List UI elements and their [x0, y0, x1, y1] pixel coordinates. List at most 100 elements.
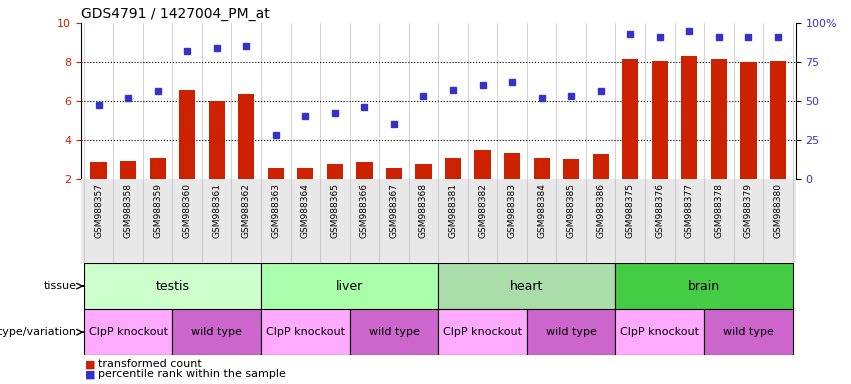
- Bar: [173, 309, 261, 355]
- Text: GSM988366: GSM988366: [360, 183, 369, 238]
- Bar: [113, 179, 143, 263]
- Bar: [90, 162, 106, 179]
- Bar: [179, 90, 196, 179]
- Text: wild type: wild type: [545, 327, 597, 337]
- Text: GSM988364: GSM988364: [301, 183, 310, 238]
- Text: ■: ■: [85, 359, 95, 369]
- Bar: [327, 164, 343, 179]
- Bar: [763, 179, 793, 263]
- Text: ClpP knockout: ClpP knockout: [620, 327, 700, 337]
- Text: GSM988386: GSM988386: [597, 183, 605, 238]
- Bar: [320, 179, 350, 263]
- Bar: [468, 179, 497, 263]
- Text: GDS4791 / 1427004_PM_at: GDS4791 / 1427004_PM_at: [81, 7, 270, 21]
- Bar: [615, 309, 704, 355]
- Text: GSM988383: GSM988383: [507, 183, 517, 238]
- Bar: [711, 59, 727, 179]
- Bar: [208, 101, 225, 179]
- Text: GSM988365: GSM988365: [330, 183, 340, 238]
- Bar: [143, 179, 173, 263]
- Text: GSM988376: GSM988376: [655, 183, 665, 238]
- Bar: [534, 158, 550, 179]
- Bar: [380, 179, 408, 263]
- Bar: [268, 168, 284, 179]
- Text: GSM988359: GSM988359: [153, 183, 163, 238]
- Bar: [290, 179, 320, 263]
- Bar: [563, 159, 580, 179]
- Text: GSM988357: GSM988357: [94, 183, 103, 238]
- Bar: [734, 179, 763, 263]
- Bar: [704, 179, 734, 263]
- Bar: [350, 179, 380, 263]
- Text: GSM988375: GSM988375: [625, 183, 635, 238]
- Bar: [475, 151, 491, 179]
- Text: GSM988377: GSM988377: [685, 183, 694, 238]
- Bar: [231, 179, 261, 263]
- Bar: [586, 179, 615, 263]
- Text: transformed count: transformed count: [98, 359, 202, 369]
- Text: ClpP knockout: ClpP knockout: [266, 327, 345, 337]
- Text: GSM988361: GSM988361: [212, 183, 221, 238]
- Bar: [527, 179, 557, 263]
- Bar: [238, 94, 254, 179]
- Text: ClpP knockout: ClpP knockout: [89, 327, 168, 337]
- Text: wild type: wild type: [723, 327, 774, 337]
- Text: ■: ■: [85, 369, 95, 379]
- Bar: [445, 158, 461, 179]
- Text: testis: testis: [156, 280, 190, 293]
- Text: GSM988385: GSM988385: [567, 183, 575, 238]
- Text: GSM988380: GSM988380: [774, 183, 782, 238]
- Bar: [622, 59, 638, 179]
- Bar: [261, 309, 350, 355]
- Bar: [592, 154, 608, 179]
- Bar: [173, 179, 202, 263]
- Text: wild type: wild type: [368, 327, 420, 337]
- Bar: [386, 168, 402, 179]
- Bar: [83, 309, 173, 355]
- Bar: [350, 309, 438, 355]
- Text: GSM988382: GSM988382: [478, 183, 487, 238]
- Bar: [408, 179, 438, 263]
- Text: liver: liver: [336, 280, 363, 293]
- Bar: [615, 263, 793, 309]
- Text: genotype/variation: genotype/variation: [0, 327, 77, 337]
- Text: GSM988384: GSM988384: [537, 183, 546, 238]
- Text: GSM988378: GSM988378: [714, 183, 723, 238]
- Text: wild type: wild type: [191, 327, 243, 337]
- Bar: [120, 161, 136, 179]
- Bar: [497, 179, 527, 263]
- Bar: [504, 153, 520, 179]
- Bar: [681, 56, 698, 179]
- Bar: [652, 61, 668, 179]
- Bar: [438, 309, 527, 355]
- Bar: [645, 179, 675, 263]
- Bar: [357, 162, 373, 179]
- Text: ClpP knockout: ClpP knockout: [443, 327, 522, 337]
- Text: GSM988367: GSM988367: [390, 183, 398, 238]
- Text: heart: heart: [511, 280, 544, 293]
- Bar: [261, 263, 438, 309]
- Bar: [527, 309, 615, 355]
- Text: GSM988363: GSM988363: [271, 183, 280, 238]
- Bar: [83, 263, 261, 309]
- Bar: [770, 61, 786, 179]
- Text: brain: brain: [688, 280, 720, 293]
- Bar: [740, 62, 757, 179]
- Bar: [202, 179, 231, 263]
- Text: GSM988379: GSM988379: [744, 183, 753, 238]
- Bar: [415, 164, 431, 179]
- Bar: [438, 263, 615, 309]
- Text: GSM988360: GSM988360: [183, 183, 191, 238]
- Bar: [704, 309, 793, 355]
- Bar: [297, 168, 313, 179]
- Text: tissue: tissue: [43, 281, 77, 291]
- Text: GSM988362: GSM988362: [242, 183, 251, 238]
- Text: GSM988368: GSM988368: [419, 183, 428, 238]
- Bar: [557, 179, 586, 263]
- Bar: [83, 179, 113, 263]
- Text: GSM988358: GSM988358: [123, 183, 133, 238]
- Bar: [675, 179, 704, 263]
- Bar: [438, 179, 468, 263]
- Bar: [615, 179, 645, 263]
- Bar: [150, 158, 166, 179]
